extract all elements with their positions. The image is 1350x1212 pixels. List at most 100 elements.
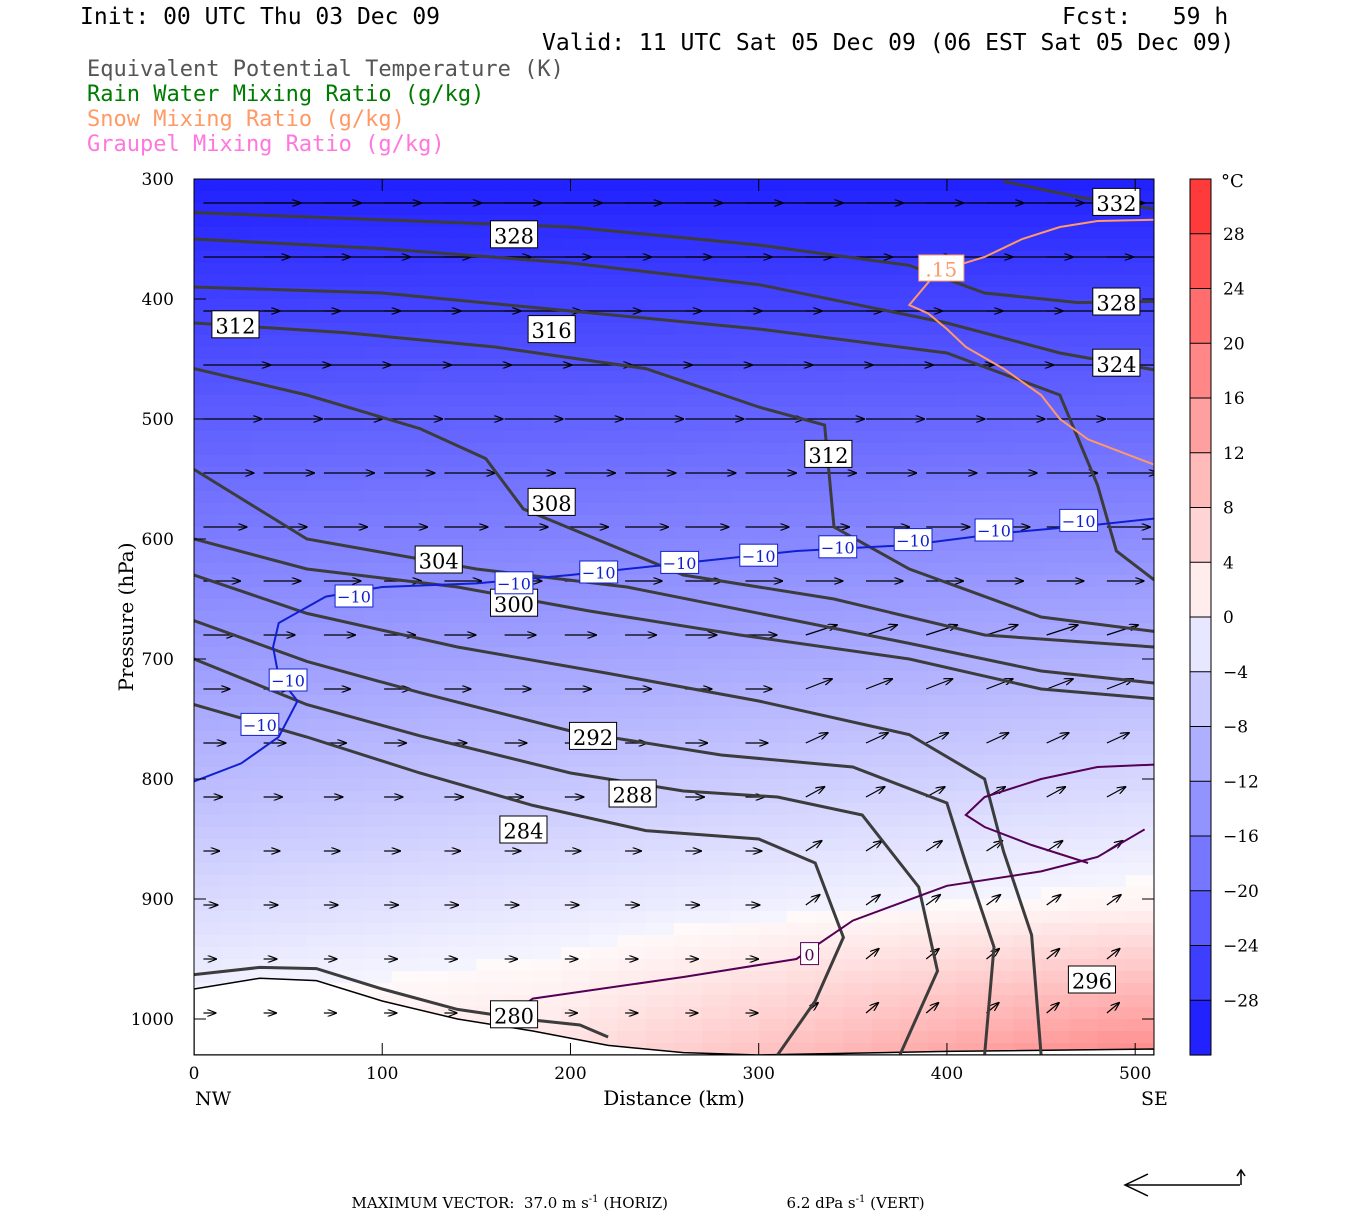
temperature-cell <box>645 371 675 384</box>
temperature-cell <box>335 755 365 768</box>
temperature-cell <box>532 287 562 300</box>
temperature-cell <box>645 215 675 228</box>
temperature-cell <box>928 395 958 408</box>
temperature-cell <box>1012 971 1042 984</box>
temperature-cell <box>758 443 788 456</box>
temperature-cell <box>617 527 647 540</box>
temperature-cell <box>419 647 450 660</box>
temperature-cell <box>1097 323 1127 336</box>
wind-vector <box>1046 679 1073 690</box>
temperature-cell <box>561 851 591 864</box>
temperature-cell <box>335 443 365 456</box>
temperature-cell <box>1012 227 1042 240</box>
temperature-cell <box>928 719 958 732</box>
temperature-cell <box>899 479 930 492</box>
temperature-cell <box>645 923 675 936</box>
temperature-cell <box>815 1019 845 1032</box>
temperature-cell <box>730 947 760 960</box>
temperature-cell <box>956 815 986 828</box>
temperature-cell <box>363 923 393 936</box>
temperature-cell <box>758 923 788 936</box>
temperature-cell <box>815 1055 844 1068</box>
temperature-cell <box>645 539 675 552</box>
temperature-cell <box>504 551 534 564</box>
temperature-cell <box>250 959 280 972</box>
temperature-cell <box>532 371 562 384</box>
colorbar-band <box>1190 617 1211 673</box>
wind-vector <box>1046 787 1065 798</box>
temperature-cell <box>617 839 647 852</box>
temperature-cell <box>532 731 562 744</box>
temperature-cell <box>1125 647 1154 660</box>
temperature-cell <box>476 887 506 900</box>
temperature-cell <box>1012 851 1042 864</box>
temperature-cell <box>1069 995 1099 1008</box>
temperature-cell <box>702 731 732 744</box>
temperature-cell <box>505 1055 534 1068</box>
temperature-cell <box>872 1055 901 1068</box>
temperature-cell <box>645 287 675 300</box>
temperature-cell <box>222 443 252 456</box>
theta-e-label-292-text: 292 <box>573 726 613 750</box>
temperature-cell <box>250 803 280 816</box>
temperature-cell <box>928 767 958 780</box>
temperature-cell <box>363 887 393 900</box>
temperature-cell <box>1041 323 1071 336</box>
temperature-cell <box>504 431 534 444</box>
colorbar-tick-label: 20 <box>1223 334 1245 354</box>
temperature-cell <box>1069 335 1099 348</box>
temperature-cell <box>222 647 252 660</box>
temperature-cell <box>730 731 760 744</box>
temperature-cell <box>702 527 732 540</box>
temperature-cell <box>871 431 901 444</box>
temperature-cell <box>222 431 252 444</box>
temperature-cell <box>222 791 252 804</box>
temperature-cell <box>956 983 986 996</box>
temperature-cell <box>448 995 478 1008</box>
temperature-cell <box>843 395 873 408</box>
temperature-cell <box>843 419 873 432</box>
temperature-cell <box>306 575 337 588</box>
temperature-cell <box>1041 383 1071 396</box>
temperature-cell <box>928 335 958 348</box>
temperature-cell <box>956 791 986 804</box>
temperature-cell <box>956 563 986 576</box>
temperature-cell <box>1125 419 1154 432</box>
temperature-cell <box>956 863 986 876</box>
temperature-cell <box>1012 923 1042 936</box>
y-tick-label: 400 <box>142 290 174 310</box>
temperature-cell <box>674 611 704 624</box>
temperature-cell <box>306 179 337 192</box>
temperature-cell <box>702 443 732 456</box>
temperature-cell <box>758 395 788 408</box>
temperature-cell <box>702 947 732 960</box>
temperature-cell <box>448 479 478 492</box>
temperature-cell <box>1097 887 1127 900</box>
temperature-cell <box>250 191 280 204</box>
temperature-cell <box>1125 551 1154 564</box>
temperature-cell <box>730 743 760 756</box>
temperature-cell <box>561 695 591 708</box>
temperature-cell <box>278 335 308 348</box>
temperature-cell <box>476 491 506 504</box>
temperature-cell <box>758 515 788 528</box>
temperature-cell <box>1012 503 1042 516</box>
temperature-cell <box>250 431 280 444</box>
temperature-cell <box>730 491 760 504</box>
temperature-cell <box>391 875 421 888</box>
temperature-cell <box>899 983 930 996</box>
temperature-label-text: −10 <box>271 672 305 691</box>
temperature-cell <box>984 395 1014 408</box>
temperature-cell <box>476 275 506 288</box>
temperature-cell <box>448 815 478 828</box>
temperature-cell <box>843 203 873 216</box>
theta-e-label-308-box <box>527 487 576 516</box>
temperature-cell <box>194 671 224 684</box>
x-axis-right-end: SE <box>1141 1088 1168 1110</box>
temperature-cell <box>194 875 224 888</box>
temperature-cell <box>1012 671 1042 684</box>
temperature-cell <box>956 959 986 972</box>
temperature-cell <box>871 455 901 468</box>
temperature-cell <box>561 611 591 624</box>
temperature-cell <box>419 971 450 984</box>
